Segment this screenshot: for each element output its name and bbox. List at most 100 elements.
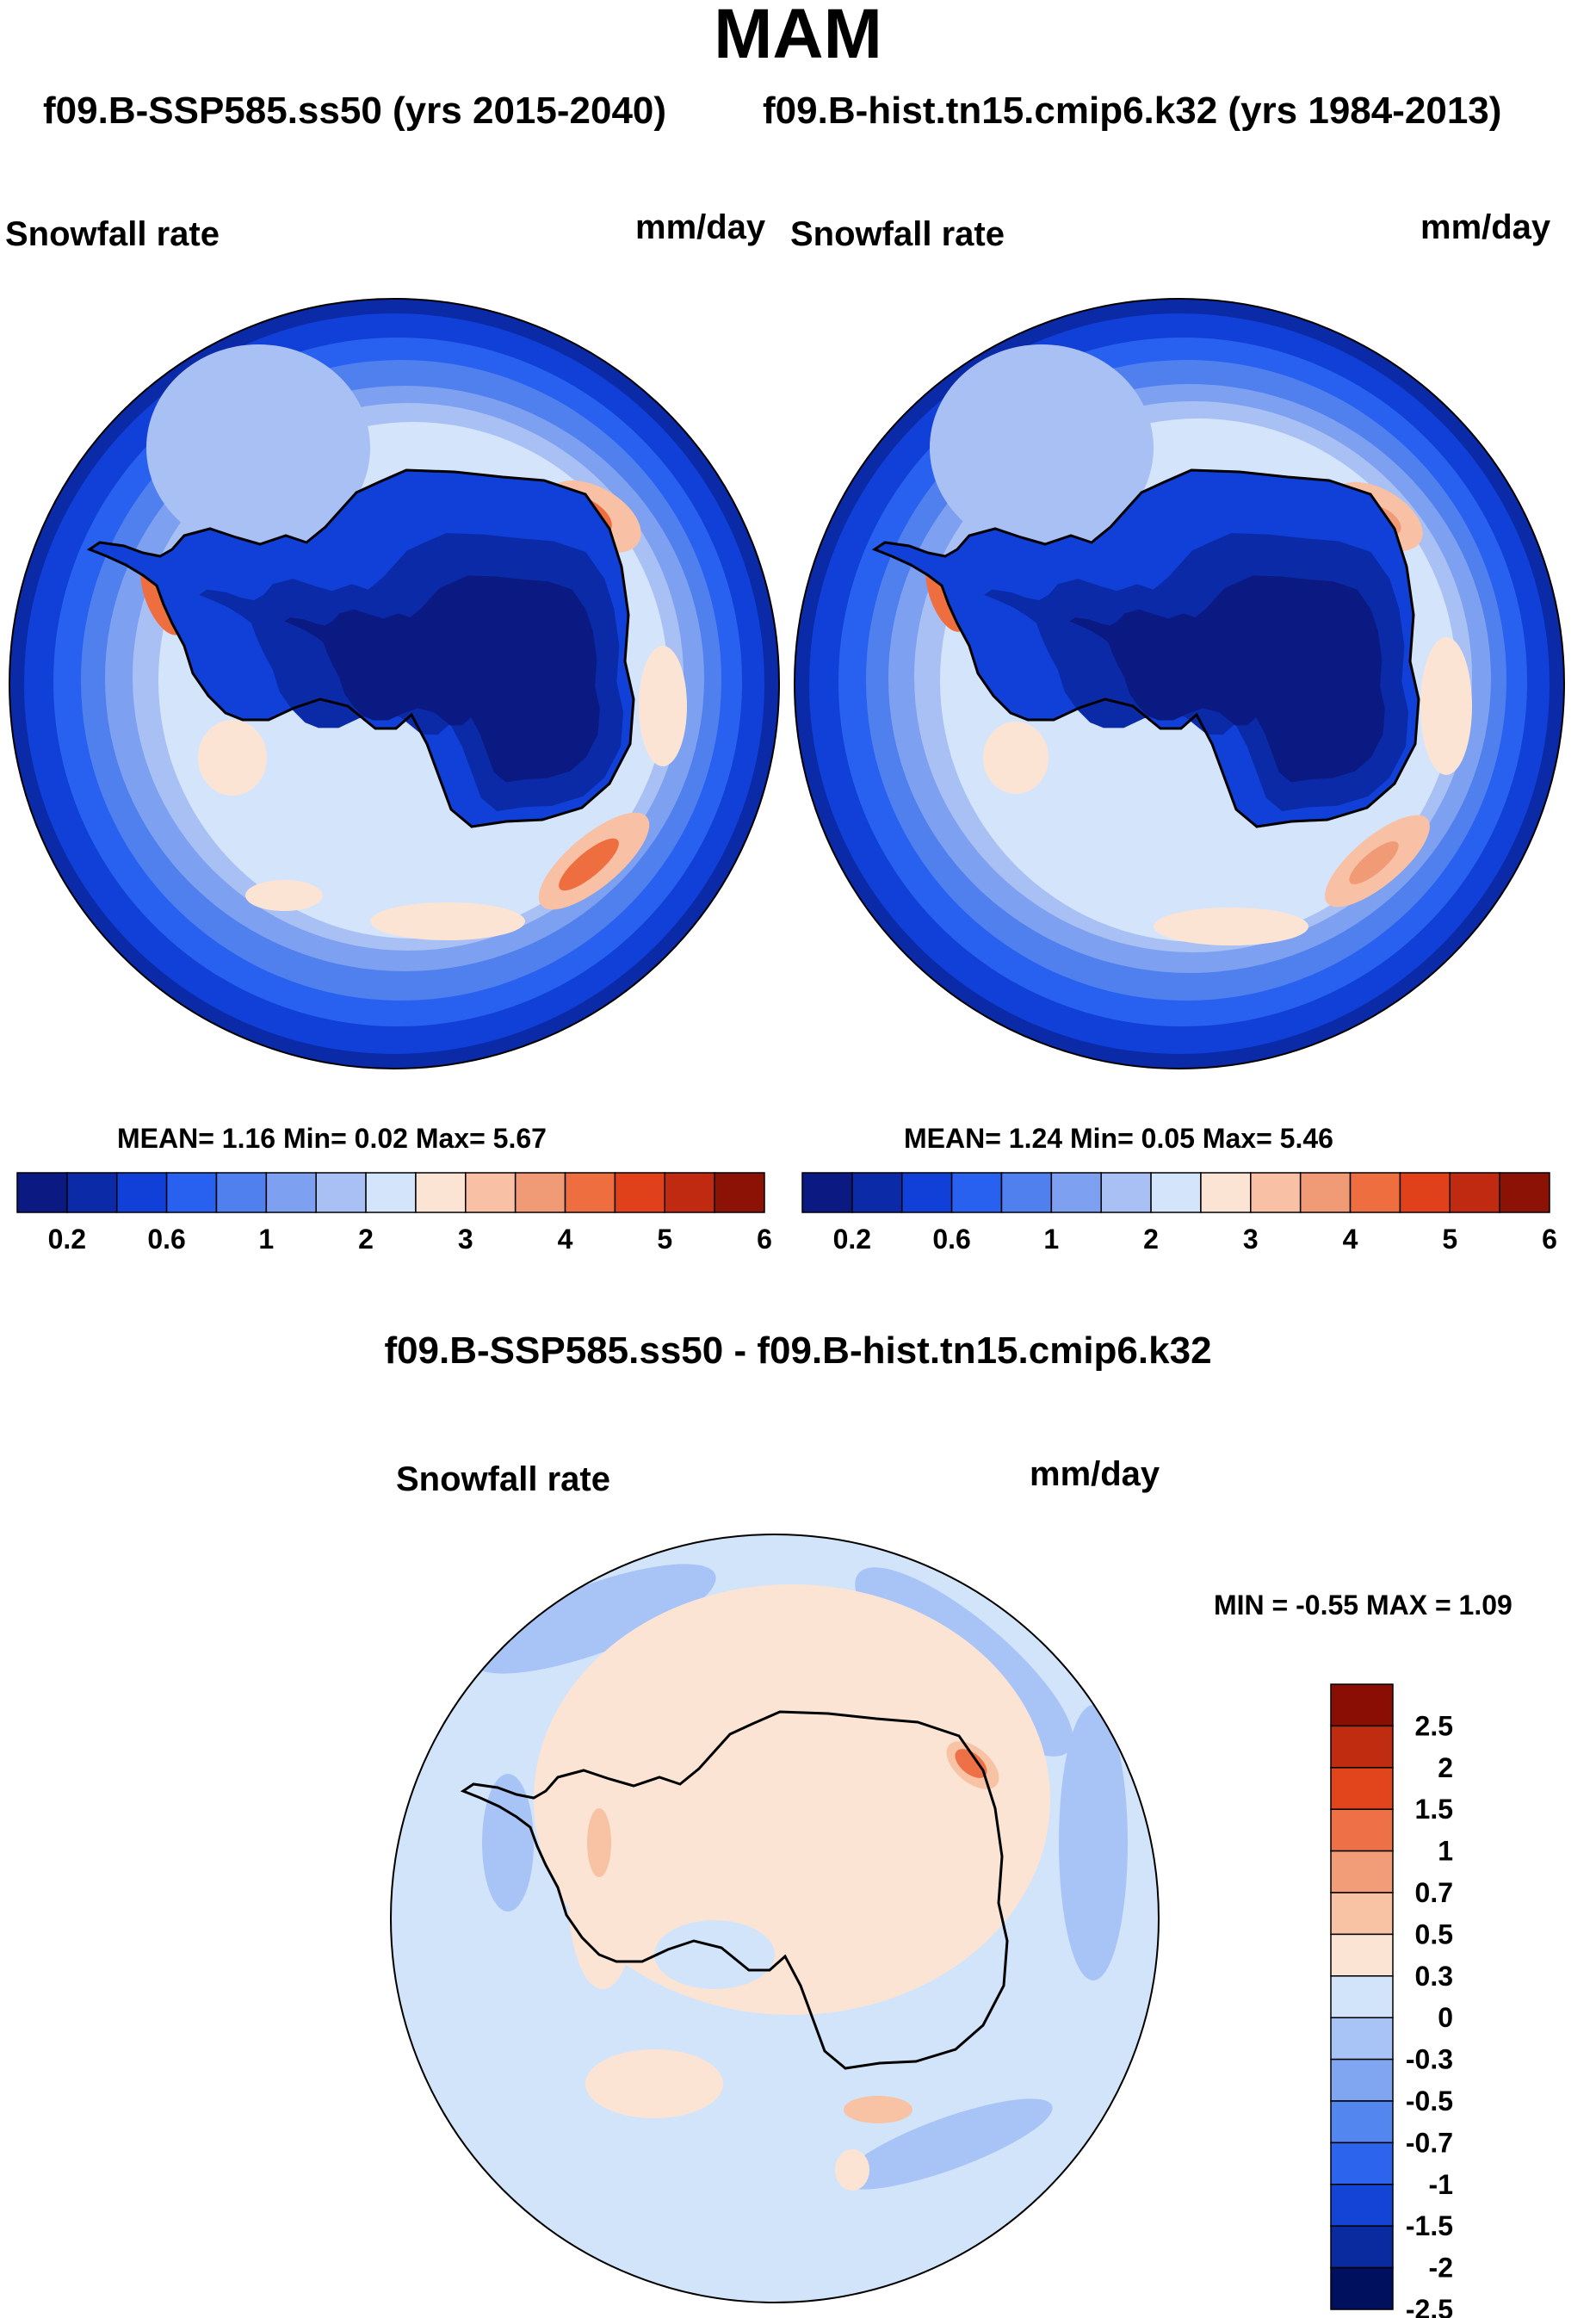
right-colorbar-swatch [900, 1172, 953, 1213]
right-colorbar-swatch [1050, 1172, 1102, 1213]
diff-colorbar-tick-label: -1 [1429, 2169, 1453, 2200]
left-colorbar-swatch [115, 1172, 168, 1213]
left-colorbar-tick-label: 0.2 [48, 1224, 86, 1255]
diff-colorbar-tick-label: -1.5 [1406, 2210, 1453, 2241]
left-colorbar-swatch [16, 1172, 68, 1213]
diff-colorbar-tick-label: 1 [1438, 1836, 1453, 1867]
right-colorbar-swatch [1499, 1172, 1550, 1213]
diff-colorbar-tick-label: 1.5 [1415, 1794, 1453, 1825]
right-panel-units: mm/day [1420, 208, 1551, 246]
left-map-warm-patch [245, 880, 323, 911]
diff-colorbar-swatch [1330, 2058, 1394, 2102]
right-colorbar-swatch [851, 1172, 903, 1213]
left-colorbar-tick-label: 6 [757, 1224, 772, 1255]
diff-colorbar-swatch [1330, 2225, 1394, 2269]
left-colorbar-swatch [365, 1172, 417, 1213]
left-map-band [146, 344, 370, 551]
right-colorbar-swatch [1399, 1172, 1451, 1213]
left-colorbar-tick-label: 2 [358, 1224, 374, 1255]
right-colorbar-tick-label: 3 [1243, 1224, 1259, 1255]
right-map-warm-patch [1154, 908, 1308, 945]
diff-colorbar-swatch [1330, 2141, 1394, 2185]
left-map-warm-patch [198, 720, 267, 796]
left-map-warm-patch [370, 902, 525, 940]
diff-colorbar-tick-label: -2 [1429, 2253, 1453, 2284]
left-colorbar-swatch [465, 1172, 517, 1213]
diff-colorbar-tick-label: -0.7 [1406, 2127, 1453, 2158]
right-panel-stats: MEAN= 1.24 Min= 0.05 Max= 5.46 [904, 1123, 1333, 1154]
right-colorbar-swatch [950, 1172, 1003, 1213]
right-colorbar-swatch [1000, 1172, 1053, 1213]
diff-map-negative-patch [472, 1564, 716, 1674]
right-colorbar-swatch [801, 1172, 853, 1213]
diff-map [391, 1534, 1159, 2303]
right-colorbar-swatch [1150, 1172, 1202, 1213]
diff-map-positive-max [587, 1808, 611, 1877]
diff-map-negative-patch [1059, 1705, 1128, 1980]
diff-panel-stats: MIN = -0.55 MAX = 1.09 [1214, 1590, 1512, 1621]
right-map [795, 299, 1564, 1069]
left-colorbar-swatch [564, 1172, 616, 1213]
diff-colorbar-swatch [1330, 1850, 1394, 1893]
right-map-warm-patch [983, 722, 1049, 794]
diff-colorbar-tick-label: -0.3 [1406, 2044, 1453, 2075]
right-colorbar-tick-label: 1 [1043, 1224, 1059, 1255]
diff-panel-units: mm/day [1030, 1455, 1160, 1493]
left-run-title: f09.B-SSP585.ss50 (yrs 2015-2040) [43, 90, 667, 132]
right-map-warm-patch [1349, 841, 1399, 884]
right-colorbar-tick-label: 4 [1343, 1224, 1358, 1255]
left-colorbar-swatch [714, 1172, 765, 1213]
diff-colorbar: 2.5 2 1.5 1 0.7 0.5 0.3 0 -0.3 -0.5 -0.7 -1 -1.5 -2 -2… [1330, 1683, 1453, 2318]
right-colorbar-swatch [1100, 1172, 1152, 1213]
left-panel-stats: MEAN= 1.16 Min= 0.02 Max= 5.67 [117, 1123, 547, 1154]
left-colorbar-tick-label: 5 [657, 1224, 672, 1255]
diff-panel-title: Snowfall rate [396, 1460, 610, 1498]
left-colorbar-swatch [66, 1172, 118, 1213]
right-colorbar-tick-label: 0.6 [932, 1224, 970, 1255]
right-run-title: f09.B-hist.tn15.cmip6.k32 (yrs 1984-2013… [763, 90, 1502, 132]
right-panel-title: Snowfall rate [790, 215, 1005, 253]
diff-map-border [390, 1534, 1160, 2303]
left-colorbar-swatch [514, 1172, 566, 1213]
left-map-border [9, 298, 780, 1069]
diff-colorbar-swatch [1330, 1933, 1394, 1977]
diff-colorbar-tick-label: 0.5 [1415, 1918, 1453, 1949]
diff-colorbar-tick-label: 0.3 [1415, 1961, 1453, 1992]
right-colorbar-swatch [1299, 1172, 1352, 1213]
diff-colorbar-swatch [1330, 1808, 1394, 1852]
diff-colorbar-swatch [1330, 2017, 1394, 2061]
left-map-warm-patch [639, 646, 687, 766]
diff-colorbar-swatch [1330, 1683, 1394, 1727]
diff-colorbar-tick-label: 2 [1438, 1752, 1453, 1783]
diff-colorbar-swatch [1330, 2184, 1394, 2227]
left-colorbar-swatch [315, 1172, 367, 1213]
diff-colorbar-tick-label: 0 [1438, 2002, 1453, 2033]
right-colorbar: 0.2 0.6 1 2 3 4 5 6 [801, 1172, 1557, 1255]
diff-map-positive-region [534, 1584, 1050, 2015]
diff-map-negative-patch [482, 1774, 534, 1912]
diff-colorbar-tick-label: 0.7 [1415, 1877, 1453, 1908]
main-title: MAM [714, 0, 882, 73]
right-colorbar-tick-label: 5 [1442, 1224, 1457, 1255]
right-colorbar-swatch [1449, 1172, 1500, 1213]
right-colorbar-tick-label: 2 [1143, 1224, 1159, 1255]
right-map-warm-patch [1420, 637, 1472, 775]
difference-title: f09.B-SSP585.ss50 - f09.B-hist.tn15.cmip… [384, 1329, 1212, 1372]
left-colorbar-swatch [614, 1172, 666, 1213]
diff-colorbar-swatch [1330, 2100, 1394, 2144]
left-colorbar-tick-label: 1 [258, 1224, 274, 1255]
diff-colorbar-swatch [1330, 1725, 1394, 1769]
diff-colorbar-tick-label: 2.5 [1415, 1710, 1453, 1741]
right-map-border [794, 298, 1565, 1069]
diff-map-positive-region [835, 2149, 869, 2191]
left-panel-units: mm/day [635, 208, 766, 246]
left-map-warm-patch [559, 838, 619, 891]
left-panel-title: Snowfall rate [5, 215, 220, 253]
diff-map-positive-region [585, 2049, 723, 2118]
diff-map-positive-max [955, 1749, 987, 1778]
diff-colorbar-swatch [1330, 1975, 1394, 2018]
diff-colorbar-tick-label: -2.5 [1406, 2294, 1453, 2318]
diff-colorbar-swatch [1330, 2266, 1394, 2310]
right-colorbar-tick-label: 6 [1542, 1224, 1557, 1255]
